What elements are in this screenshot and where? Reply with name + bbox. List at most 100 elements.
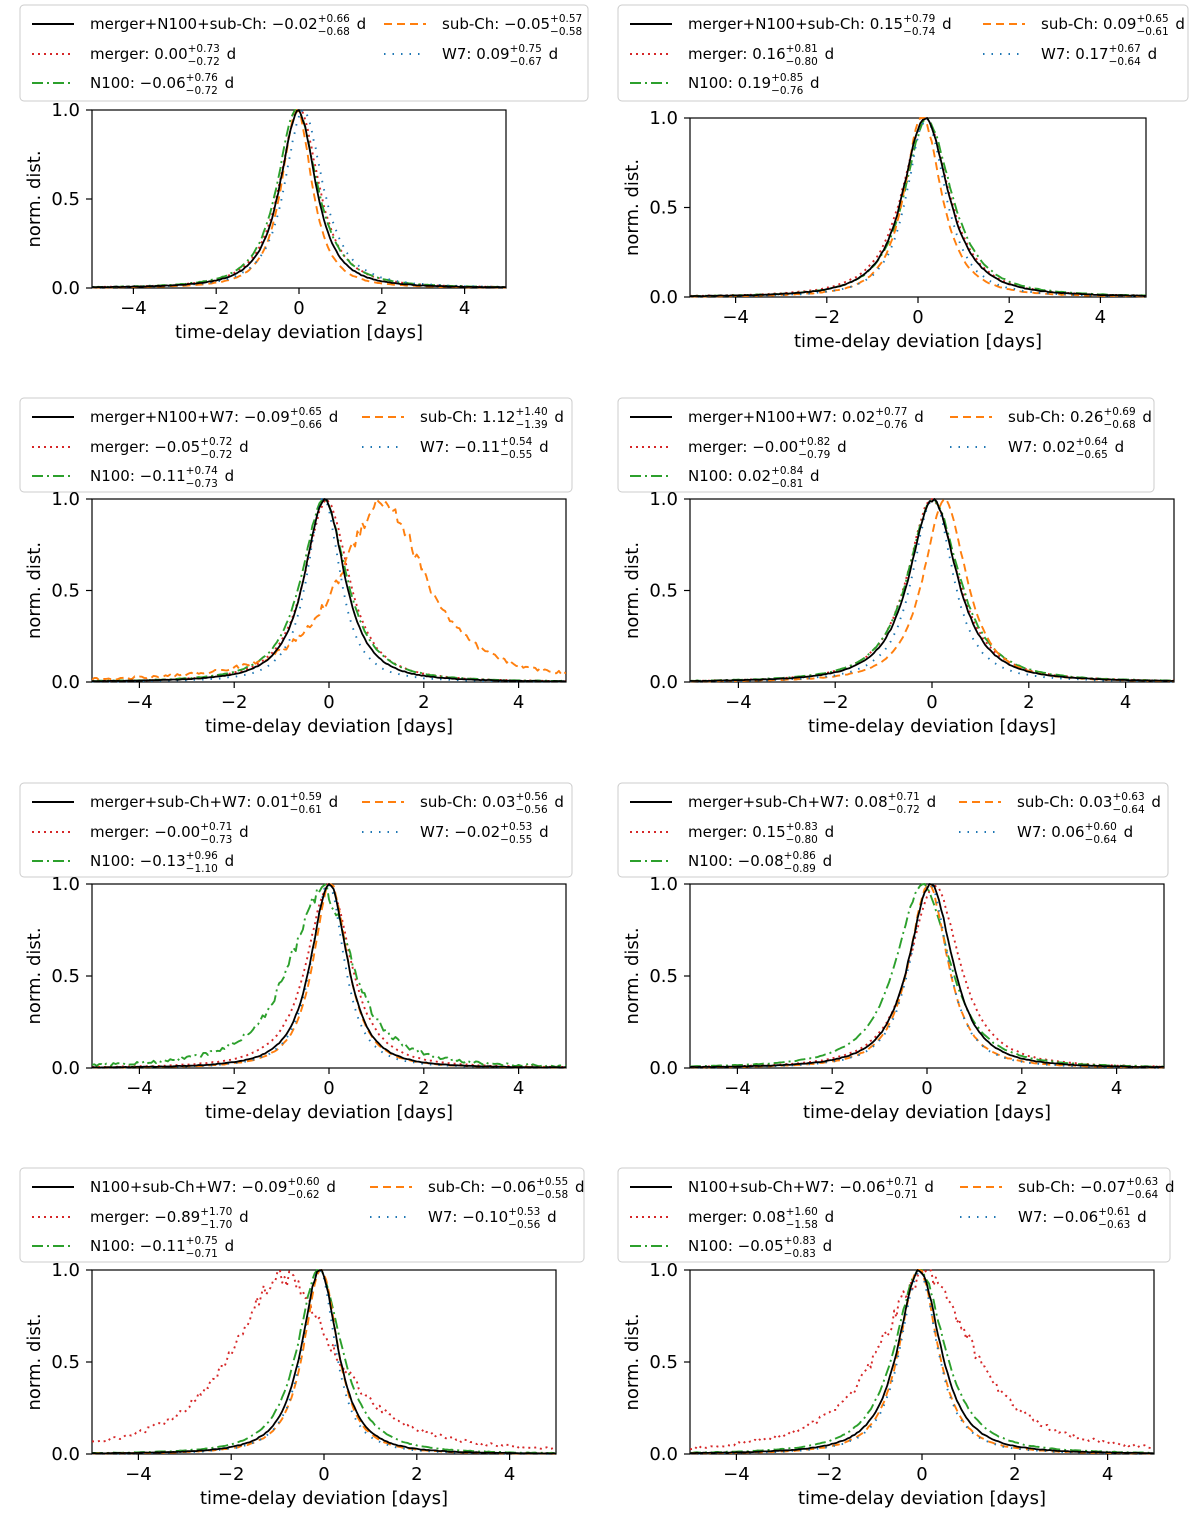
legend-label-sub-ch: sub-Ch: −0.06+0.55 −0.58 d [428,1176,585,1201]
x-axis-label: time-delay deviation [days] [200,1488,448,1509]
x-tick-label: −4 [126,692,153,713]
series-line-w7 [690,1269,1154,1455]
plot-area [92,1269,556,1455]
series-line-sub-ch [92,1269,556,1455]
x-tick-label: −4 [724,1078,751,1099]
series-line-sub-ch [92,883,566,1069]
legend-label-combined: merger+N100+sub-Ch: −0.02+0.66 −0.68 d [90,13,366,38]
plot-area [690,883,1164,1069]
series-line-n100 [92,109,506,289]
chart-panel-2: merger+N100+sub-Ch: 0.15+0.79 −0.74 d merg… [617,4,1189,352]
x-tick-label: 2 [418,1078,429,1099]
series-line-n100 [92,883,566,1069]
plot-area [92,498,566,683]
series-line-w7 [92,883,566,1069]
y-axis-label: norm. dist. [24,927,45,1024]
legend-label-sub-ch: sub-Ch: 0.09+0.65 −0.61 d [1041,13,1185,38]
x-tick-label: 0 [323,692,334,713]
series-line-sub-ch [690,883,1164,1069]
chart-panel-3: merger+N100+W7: −0.09+0.65 −0.66 d merger:… [19,397,573,737]
y-tick-label: 0.0 [649,672,678,693]
legend-label-n100: N100: −0.11+0.75 −0.71 d [90,1235,234,1260]
legend-label-w7: W7: −0.06+0.61 −0.63 d [1018,1206,1147,1231]
y-tick-label: 0.5 [649,966,678,987]
x-tick-label: −4 [722,307,749,328]
axes-frame [689,498,1175,683]
legend-label-n100: N100: −0.05+0.83 −0.83 d [688,1235,832,1260]
chart-panel-8: N100+sub-Ch+W7: −0.06+0.71 −0.71 d merger:… [617,1167,1175,1509]
x-tick-label: 4 [513,692,524,713]
series-line-sub-ch [690,498,1174,683]
series-line-sub-ch [92,498,566,682]
x-tick-label: 4 [1120,692,1131,713]
x-tick-label: 0 [293,298,304,319]
series-line-combined [92,498,566,683]
axes-frame [91,883,567,1069]
series-line-w7 [92,1269,556,1455]
x-tick-label: 2 [376,298,387,319]
axes-frame [689,117,1147,298]
series-line-combined [92,109,506,289]
y-tick-label: 0.0 [649,287,678,308]
series-line-w7 [690,117,1146,298]
y-tick-label: 0.5 [51,581,80,602]
x-tick-label: 4 [459,298,470,319]
x-tick-label: 2 [418,692,429,713]
y-tick-label: 0.0 [649,1444,678,1465]
x-axis-label: time-delay deviation [days] [808,716,1056,737]
axes-frame [91,109,507,289]
series-line-merger [690,883,1164,1068]
x-tick-label: −2 [822,692,849,713]
y-axis-label: norm. dist. [622,1313,643,1410]
series-line-merger [690,1269,1154,1451]
y-axis-label: norm. dist. [24,1313,45,1410]
legend-label-w7: W7: 0.06+0.60 −0.64 d [1017,821,1133,846]
legend-label-w7: W7: 0.02+0.64 −0.65 d [1008,436,1124,461]
legend-label-w7: W7: −0.10+0.53 −0.56 d [428,1206,557,1231]
y-tick-label: 0.0 [51,1058,80,1079]
y-axis-label: norm. dist. [24,542,45,639]
y-tick-label: 0.0 [51,1444,80,1465]
axes-frame [91,1269,557,1455]
x-tick-label: 0 [921,1078,932,1099]
series-line-combined [690,1269,1154,1455]
series-line-n100 [690,1269,1154,1454]
chart-panel-4: merger+N100+W7: 0.02+0.77 −0.76 d merger: … [617,397,1175,737]
x-tick-label: −2 [221,1078,248,1099]
axes-frame [689,883,1165,1069]
x-tick-label: −2 [814,307,841,328]
plot-area [92,109,506,289]
x-tick-label: −2 [221,692,248,713]
legend-label-sub-ch: sub-Ch: 0.03+0.56 −0.56 d [420,791,564,816]
series-line-merger [92,883,566,1069]
chart-panel-7: N100+sub-Ch+W7: −0.09+0.60 −0.62 d merger:… [19,1167,585,1509]
legend-label-w7: W7: 0.09+0.75 −0.67 d [442,43,558,68]
legend-label-sub-ch: sub-Ch: 0.03+0.63 −0.64 d [1017,791,1161,816]
chart-panel-1: merger+N100+sub-Ch: −0.02+0.66 −0.68 d mer… [19,4,589,343]
legend-label-merger: merger: −0.00+0.71 −0.73 d [90,821,249,846]
x-axis-label: time-delay deviation [days] [205,1102,453,1123]
legend-label-merger: merger: 0.08+1.60 −1.58 d [688,1206,834,1231]
y-tick-label: 0.0 [51,278,80,299]
legend-label-combined: merger+N100+W7: 0.02+0.77 −0.76 d [688,406,924,431]
y-tick-label: 0.5 [51,189,80,210]
legend-label-n100: N100: −0.06+0.76 −0.72 d [90,72,234,97]
legend-box [19,1167,585,1263]
x-tick-label: 4 [513,1078,524,1099]
x-tick-label: 4 [504,1464,515,1485]
y-tick-label: 0.5 [649,198,678,219]
y-tick-label: 1.0 [51,1260,80,1281]
legend-label-combined: merger+sub-Ch+W7: 0.01+0.59 −0.61 d [90,791,338,816]
x-tick-label: 0 [926,692,937,713]
y-axis-label: norm. dist. [622,159,643,256]
legend-label-merger: merger: 0.16+0.81 −0.80 d [688,43,834,68]
x-tick-label: −4 [120,298,147,319]
x-tick-label: −4 [723,1464,750,1485]
series-line-combined [92,1269,556,1455]
series-line-combined [690,117,1146,298]
series-line-merger [92,109,506,289]
series-line-n100 [690,498,1174,682]
legend-label-n100: N100: −0.08+0.86 −0.89 d [688,850,832,875]
legend-label-combined: merger+sub-Ch+W7: 0.08+0.71 −0.72 d [688,791,936,816]
legend-label-merger: merger: −0.89+1.70 −1.70 d [90,1206,249,1231]
